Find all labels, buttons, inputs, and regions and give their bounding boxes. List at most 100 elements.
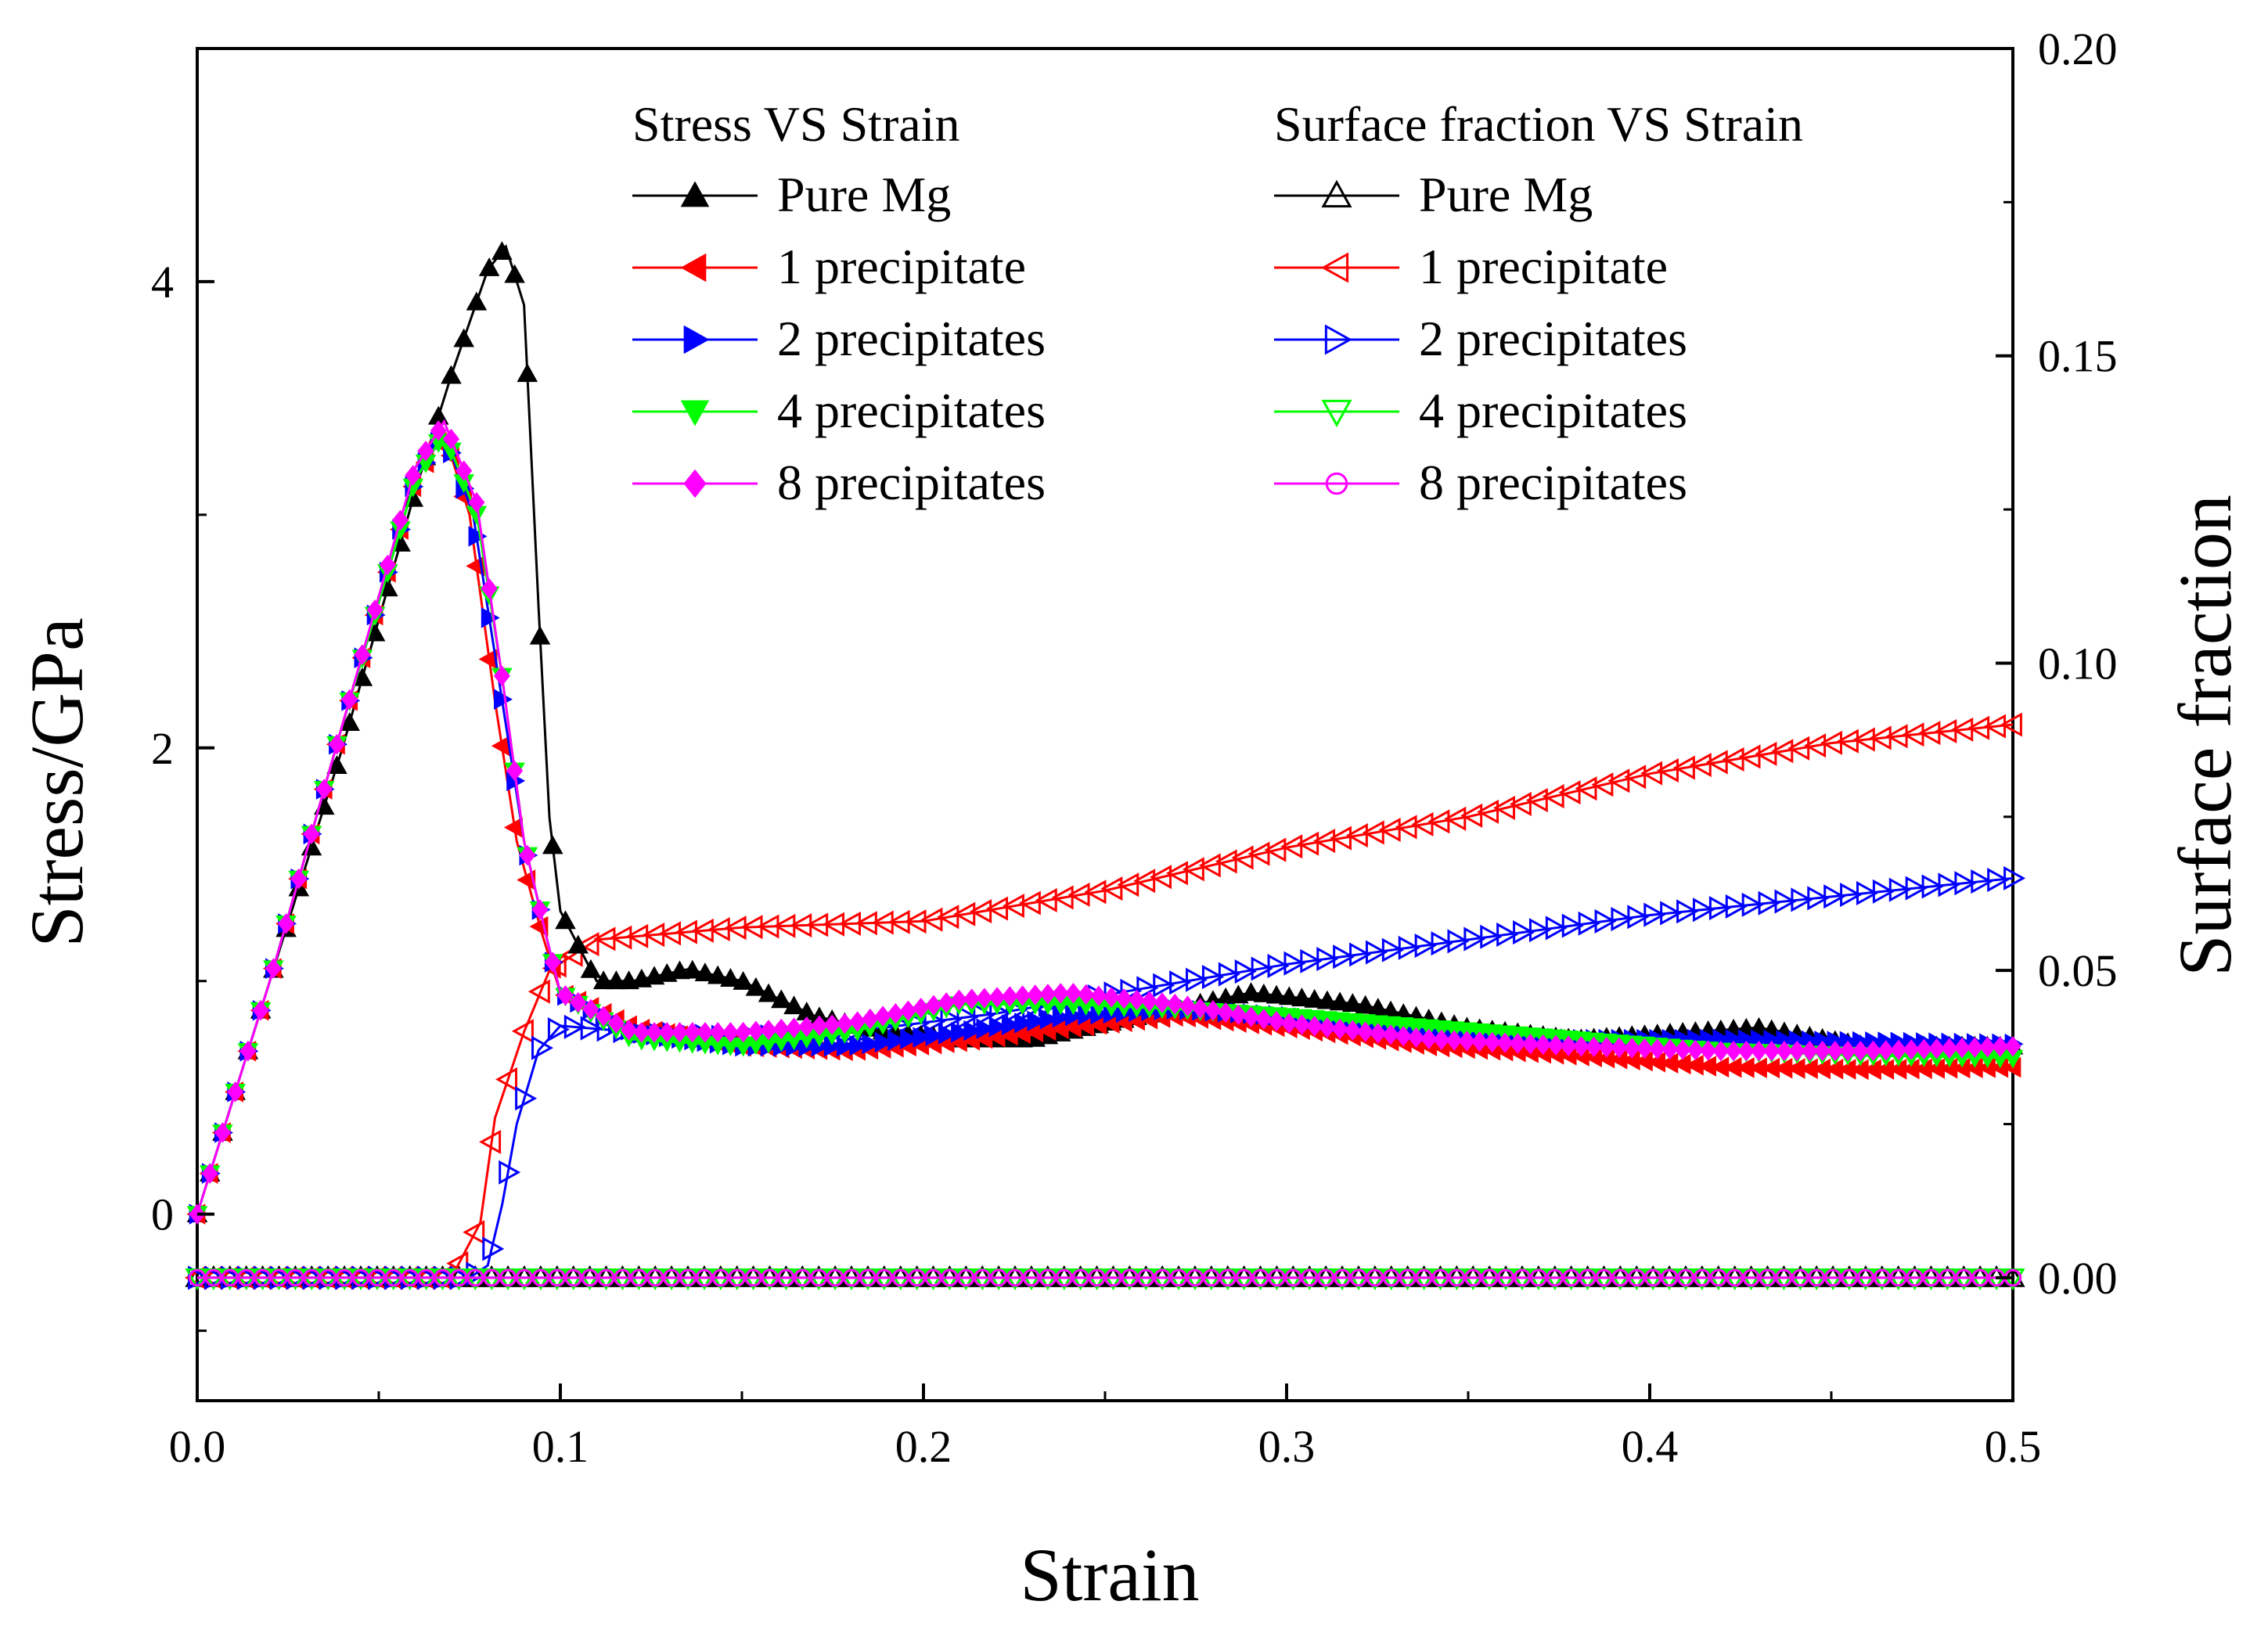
surface-point — [1051, 885, 1074, 910]
surface-point — [1656, 758, 1679, 783]
legend-entry-stress-2: 2 precipitates — [632, 311, 1046, 366]
surface-point — [1807, 886, 1830, 911]
stress-point — [556, 984, 574, 1006]
legend-marker — [680, 253, 707, 282]
surface-point — [1297, 831, 1319, 856]
stress-point — [1928, 1038, 1946, 1060]
stress-point — [493, 665, 510, 686]
legend-entry-stress-1: 1 precipitate — [632, 239, 1026, 294]
surface-point — [970, 899, 992, 924]
y-left-tick-label: 2 — [151, 723, 174, 774]
surface-point — [1084, 880, 1107, 905]
surface-point — [1182, 857, 1204, 882]
stress-point — [646, 1022, 663, 1043]
surface-point — [463, 1220, 485, 1245]
surface-point — [1971, 869, 1993, 894]
stress-point — [555, 910, 576, 930]
surface-point — [2000, 712, 2022, 737]
stress-point — [874, 1031, 894, 1053]
stress-point — [201, 1163, 218, 1184]
stress-point — [1433, 1029, 1450, 1051]
stress-point — [592, 970, 614, 990]
y-right-tick-label: 0.05 — [2038, 945, 2118, 996]
stress-point — [1547, 1034, 1564, 1056]
surface-point — [547, 1017, 570, 1042]
stress-point — [1154, 992, 1171, 1013]
surface-point — [1169, 970, 1192, 995]
surface-point — [1591, 772, 1614, 797]
surface-point — [1329, 826, 1352, 851]
surface-point — [495, 1067, 518, 1092]
legend-label: 1 precipitate — [1419, 239, 1668, 294]
legend-label: 8 precipitates — [777, 455, 1046, 510]
x-tick-label: 0.3 — [1258, 1421, 1316, 1472]
stress-point — [1623, 1038, 1640, 1059]
stress-point — [1636, 1038, 1654, 1060]
surface-point — [1607, 768, 1630, 793]
x-tick-label: 0.5 — [1985, 1421, 2042, 1472]
surface-point — [1624, 765, 1647, 790]
y-right-tick-label: 0.20 — [2038, 23, 2118, 74]
stress-point — [925, 1025, 945, 1046]
stress-point — [1484, 1031, 1501, 1053]
stress-point — [823, 1014, 841, 1035]
surface-point — [1411, 811, 1434, 836]
stress-point — [278, 913, 295, 934]
stress-point — [988, 1016, 1008, 1038]
stress-point — [1941, 1038, 1958, 1059]
stress-point — [1103, 987, 1120, 1008]
surface-point — [1611, 907, 1633, 932]
stress-point — [772, 1018, 790, 1040]
stress-point — [1357, 1021, 1374, 1042]
stress-point — [506, 760, 524, 782]
stress-point — [392, 509, 409, 531]
stress-point — [468, 526, 488, 547]
stress-point — [531, 899, 549, 920]
surface-point — [580, 1016, 603, 1041]
stress-point — [1115, 988, 1132, 1009]
surface-point — [1725, 894, 1748, 919]
stress-point — [1090, 985, 1107, 1006]
stress-point — [1890, 1039, 1907, 1061]
y-right-axis-title: Surface fraction — [2163, 495, 2247, 977]
stress-point — [504, 264, 525, 283]
stress-point — [709, 1022, 726, 1043]
surface-point — [1905, 876, 1928, 901]
legend-marker — [1325, 472, 1348, 495]
stress-point — [1319, 1016, 1336, 1038]
stress-point — [1342, 993, 1363, 1012]
stress-point — [963, 1020, 983, 1042]
stress-point — [290, 868, 308, 890]
surface-point — [1477, 799, 1499, 824]
stress-point — [517, 363, 538, 383]
stress-point — [607, 1013, 625, 1034]
stress-point — [1027, 1010, 1046, 1032]
stress-point — [694, 962, 716, 982]
stress-point — [1243, 1006, 1260, 1027]
stress-point — [491, 241, 513, 261]
legend-entry-surface-0: Pure Mg — [1274, 167, 1593, 222]
surface-point — [1313, 829, 1336, 854]
legend-entry-stress-3: 4 precipitates — [632, 383, 1046, 438]
surface-point — [1660, 901, 1683, 926]
stress-point — [1013, 985, 1031, 1006]
surface-point — [1542, 784, 1564, 809]
stress-point — [1598, 1037, 1615, 1058]
plot-frame — [196, 47, 2014, 1402]
surface-point — [1741, 892, 1764, 917]
legend-title-surface: Surface fraction VS Strain — [1274, 96, 1803, 152]
surface-point — [1480, 924, 1503, 949]
stress-point — [1291, 988, 1312, 1007]
stress-point — [1776, 1040, 1793, 1062]
surface-point — [1427, 809, 1450, 834]
stress-point — [1331, 1018, 1348, 1040]
y-left-tick-label: 0 — [151, 1189, 174, 1240]
surface-point — [1447, 929, 1470, 954]
stress-series-1 — [186, 430, 2021, 1225]
stress-point — [1306, 1016, 1323, 1037]
stress-point — [849, 1034, 869, 1056]
surface-point — [1444, 806, 1467, 831]
stress-point — [1496, 1032, 1514, 1053]
stress-point — [1370, 1023, 1387, 1044]
stress-point — [494, 689, 513, 710]
